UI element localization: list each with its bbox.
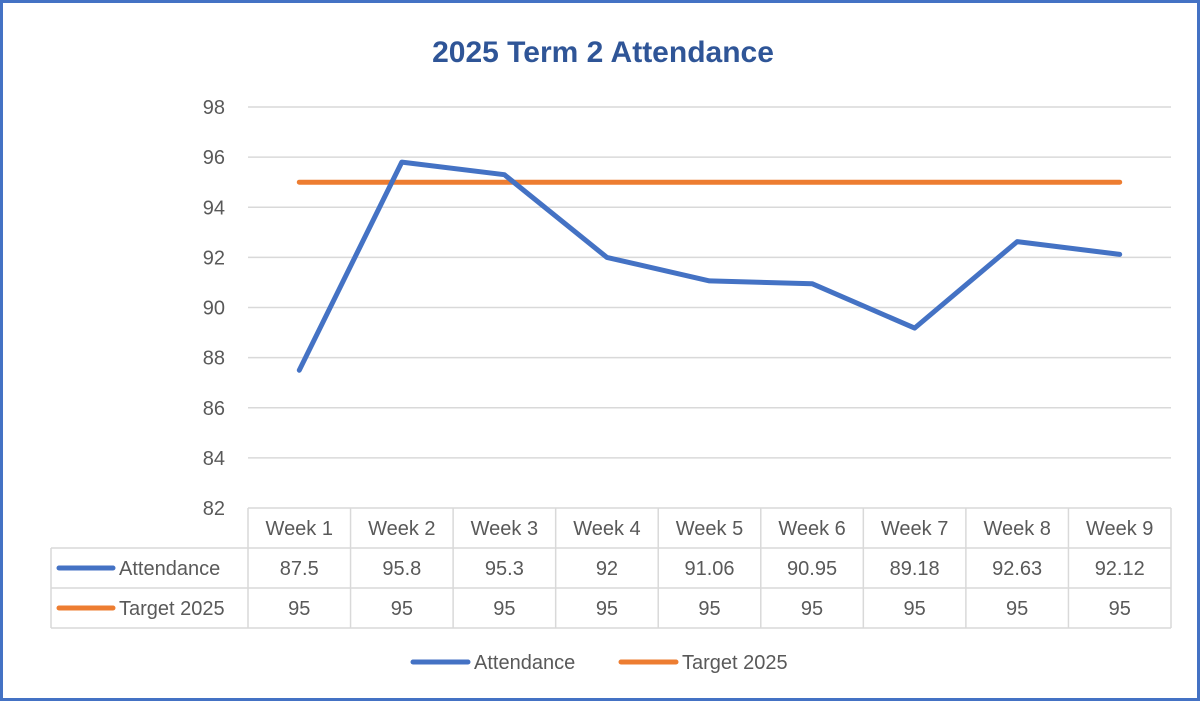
table-value-cell: 92.12 [1095,558,1145,580]
table-value-cell: 95 [391,598,413,620]
category-label: Week 1 [266,518,333,540]
y-tick-label: 96 [203,147,225,169]
y-tick-label: 94 [203,197,225,219]
series-lines [299,162,1120,370]
category-label: Week 5 [676,518,743,540]
table-value-cell: 95.8 [382,558,421,580]
table-value-cell: 87.5 [280,558,319,580]
y-tick-label: 90 [203,298,225,320]
table-value-cell: 90.95 [787,558,837,580]
table-series-label: Attendance [119,558,220,580]
table-value-cell: 95 [493,598,515,620]
y-tick-label: 84 [203,448,225,470]
y-tick-label: 92 [203,247,225,269]
chart-title: 2025 Term 2 Attendance [432,36,774,69]
table-series-label: Target 2025 [119,598,225,620]
table-value-cell: 89.18 [890,558,940,580]
category-label: Week 7 [881,518,948,540]
y-tick-label: 88 [203,348,225,370]
table-value-cell: 95 [698,598,720,620]
legend-label: Attendance [474,652,575,674]
table-value-cell: 95 [596,598,618,620]
table-value-cell: 95 [288,598,310,620]
y-tick-label: 82 [203,498,225,520]
category-label: Week 9 [1086,518,1153,540]
legend-label: Target 2025 [682,652,788,674]
y-tick-label: 98 [203,97,225,119]
category-label: Week 6 [778,518,845,540]
data-table: Week 1 Week 2 Week 3 Week 4 Week 5 Week 6 Week… [51,508,1171,628]
table-value-cell: 95 [903,598,925,620]
y-axis-ticks: 98 96 94 92 90 88 86 84 82 [203,97,225,520]
table-value-cell: 95 [1006,598,1028,620]
category-label: Week 4 [573,518,640,540]
category-label: Week 8 [983,518,1050,540]
y-tick-label: 86 [203,398,225,420]
table-value-cell: 95 [801,598,823,620]
table-value-cell: 92.63 [992,558,1042,580]
category-label: Week 2 [368,518,435,540]
table-value-cell: 95 [1109,598,1131,620]
line-chart: 2025 Term 2 Attendance 98 96 94 92 90 88 86 84 8… [3,3,1200,704]
table-value-cell: 95.3 [485,558,524,580]
category-label: Week 3 [471,518,538,540]
table-value-cell: 92 [596,558,618,580]
table-value-cell: 91.06 [684,558,734,580]
legend: Attendance Target 2025 [413,652,788,674]
series-line-attendance [299,162,1119,370]
